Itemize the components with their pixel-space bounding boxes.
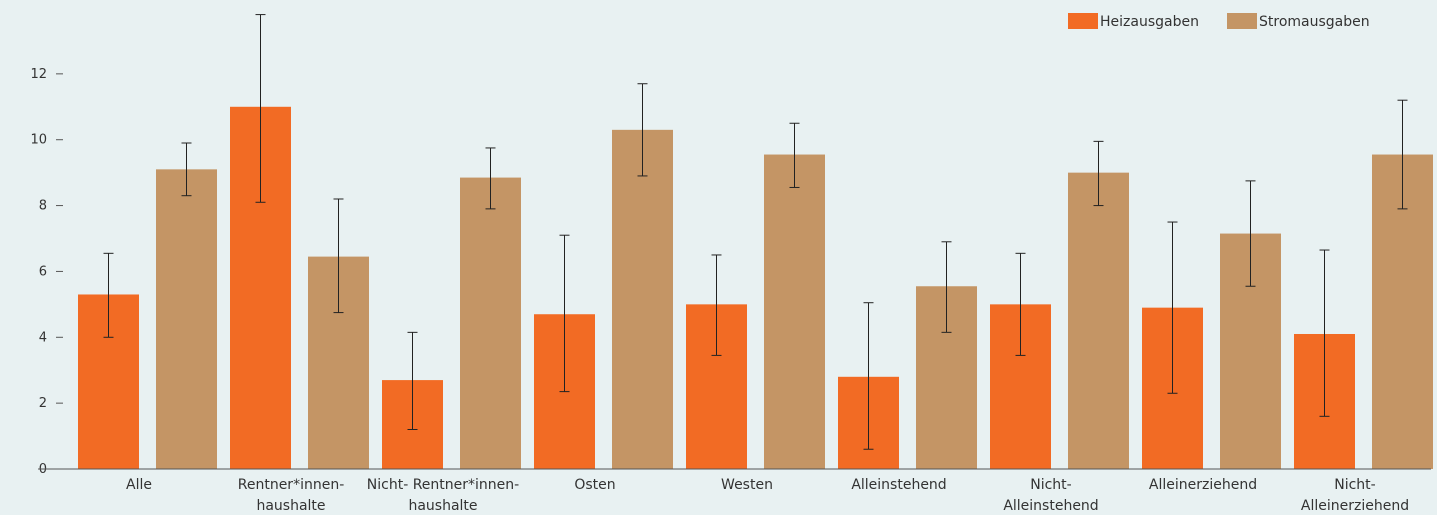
x-category-line: Alleinstehend [1003, 498, 1098, 514]
x-category-label: Alleinerziehend [1149, 477, 1257, 493]
x-category-label: Alle [126, 477, 152, 493]
y-tick-label: 8 [39, 199, 47, 214]
x-category-label: Westen [721, 477, 773, 493]
bar-stromausgaben-0 [156, 169, 217, 469]
legend-swatch-heizausgaben [1068, 13, 1098, 29]
bar-stromausgaben-4 [764, 154, 825, 469]
x-category-line: Alleinerziehend [1301, 498, 1409, 514]
y-tick-label: 4 [39, 330, 47, 345]
x-category-label: Rentner*innen-haushalte [238, 477, 345, 514]
legend-label-stromausgaben: Stromausgaben [1259, 14, 1370, 30]
legend: Heizausgaben Stromausgaben [1068, 13, 1370, 30]
x-category-label: Osten [574, 477, 615, 493]
x-category-label: Alleinstehend [851, 477, 946, 493]
x-category-line: Osten [574, 477, 615, 493]
x-category-label: Nicht- Alleinerziehend [1301, 477, 1409, 514]
x-category-line: haushalte [256, 498, 325, 514]
x-category-label: Nicht- Rentner*innen-haushalte [367, 477, 519, 514]
x-category-label: Nicht- Alleinstehend [1003, 477, 1098, 514]
bar-stromausgaben-6 [1068, 172, 1129, 469]
x-category-line: Alleinstehend [851, 477, 946, 493]
x-category-line: Nicht- [1334, 477, 1375, 493]
bar-stromausgaben-2 [460, 177, 521, 469]
x-category-line: Alle [126, 477, 152, 493]
y-tick-label: 6 [39, 264, 47, 279]
y-tick-label: 10 [30, 133, 47, 148]
x-category-line: haushalte [408, 498, 477, 514]
x-category-line: Nicht- [1030, 477, 1071, 493]
x-category-line: Alleinerziehend [1149, 477, 1257, 493]
legend-label-heizausgaben: Heizausgaben [1100, 14, 1199, 30]
y-tick-label: 2 [39, 396, 47, 411]
x-category-line: Westen [721, 477, 773, 493]
legend-swatch-stromausgaben [1227, 13, 1257, 29]
y-tick-label: 12 [30, 67, 47, 82]
x-category-line: Nicht- Rentner*innen- [367, 477, 519, 493]
bars [78, 106, 1433, 470]
error-bars [103, 14, 1408, 450]
bar-stromausgaben-3 [612, 129, 673, 470]
x-category-line: Rentner*innen- [238, 477, 345, 493]
